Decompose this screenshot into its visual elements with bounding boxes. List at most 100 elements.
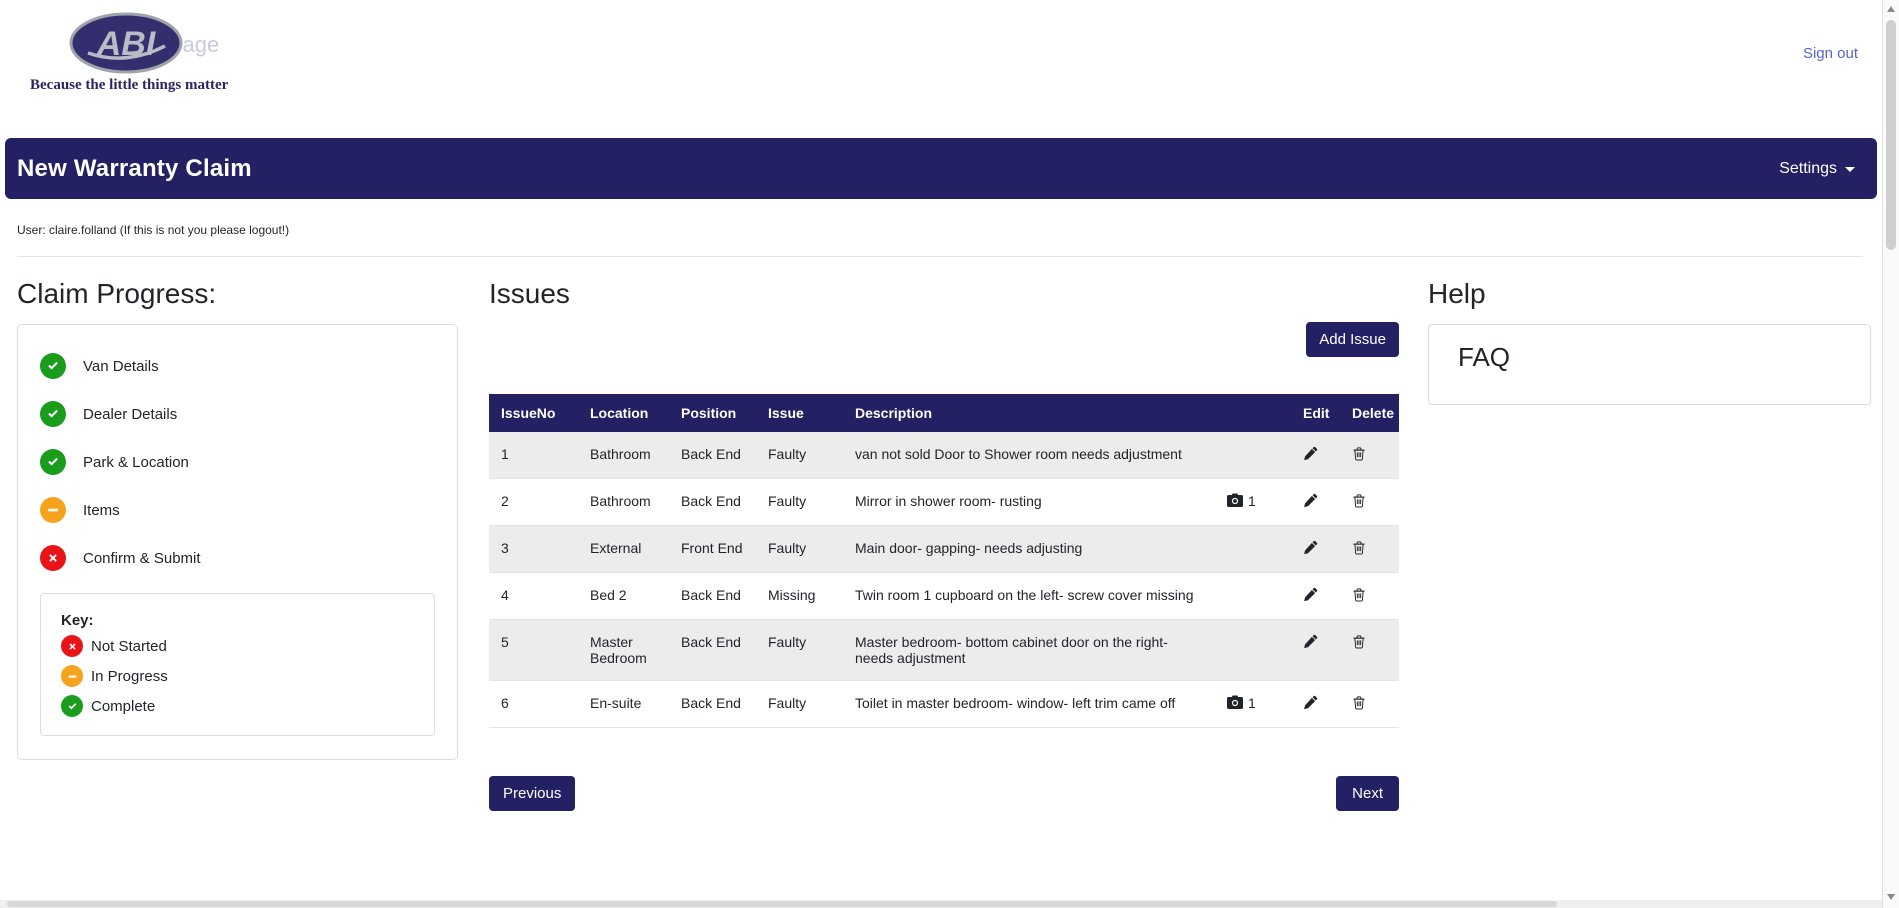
cell-delete xyxy=(1340,525,1399,573)
pencil-icon xyxy=(1303,587,1318,605)
step-label: Items xyxy=(83,501,120,519)
key-heading: Key: xyxy=(61,612,94,629)
sign-out-link[interactable]: Sign out xyxy=(1802,45,1858,62)
column-header-photos xyxy=(1215,394,1291,432)
delete-button[interactable] xyxy=(1352,695,1366,712)
issues-heading: Issues xyxy=(489,278,570,309)
step-label: Dealer Details xyxy=(83,405,178,423)
cell-description: van not sold Door to Shower room needs a… xyxy=(843,432,1215,479)
help-heading: Help xyxy=(1428,278,1486,309)
vertical-scrollbar[interactable] xyxy=(1882,0,1899,908)
trash-icon xyxy=(1352,494,1366,511)
key-item-not-started: Not Started xyxy=(61,635,414,657)
delete-button[interactable] xyxy=(1352,493,1366,510)
column-header-delete: Delete xyxy=(1340,394,1399,432)
edit-button[interactable] xyxy=(1303,587,1318,604)
cell-photos xyxy=(1215,619,1291,681)
cell-edit xyxy=(1291,478,1340,526)
issues-table: IssueNo Location Position Issue Descript… xyxy=(489,394,1399,728)
column-header-location: Location xyxy=(578,394,669,432)
pencil-icon xyxy=(1303,695,1318,713)
trash-icon xyxy=(1352,635,1366,652)
in-progress-icon xyxy=(61,665,83,687)
pencil-icon xyxy=(1303,446,1318,464)
step-label: Park & Location xyxy=(83,453,189,471)
settings-dropdown[interactable]: Settings xyxy=(1779,138,1855,199)
complete-icon xyxy=(61,695,83,717)
page-title: New Warranty Claim xyxy=(17,154,252,182)
user-info: User: claire.folland (If this is not you… xyxy=(17,223,290,237)
next-button[interactable]: Next xyxy=(1336,776,1399,811)
edit-button[interactable] xyxy=(1303,446,1318,463)
edit-button[interactable] xyxy=(1303,695,1318,712)
column-header-edit: Edit xyxy=(1291,394,1340,432)
delete-button[interactable] xyxy=(1352,446,1366,463)
table-row: 6 En-suite Back End Faulty Toilet in mas… xyxy=(489,680,1399,728)
cell-issue: Faulty xyxy=(756,432,843,479)
cell-delete xyxy=(1340,619,1399,681)
horizontal-scrollbar-thumb[interactable] xyxy=(7,901,1557,907)
cell-photos: 1 xyxy=(1215,478,1291,526)
top-header: Home Page ABI Because the little things … xyxy=(0,0,1882,118)
cell-issueno: 2 xyxy=(489,478,578,526)
faq-link[interactable]: FAQ xyxy=(1458,342,1511,372)
progress-step-van-details: Van Details xyxy=(40,353,435,379)
delete-button[interactable] xyxy=(1352,634,1366,651)
trash-icon xyxy=(1352,447,1366,464)
trash-icon xyxy=(1352,588,1366,605)
delete-button[interactable] xyxy=(1352,540,1366,557)
not-started-icon xyxy=(40,545,66,571)
cell-position: Back End xyxy=(669,619,756,681)
step-label: Confirm & Submit xyxy=(83,549,201,567)
vertical-scrollbar-thumb[interactable] xyxy=(1886,20,1896,250)
logo-tagline: Because the little things matter xyxy=(30,77,229,93)
pencil-icon xyxy=(1303,634,1318,652)
cell-issue: Faulty xyxy=(756,478,843,526)
cell-location: Bathroom xyxy=(578,478,669,526)
faq-card: FAQ xyxy=(1428,324,1871,405)
cell-delete xyxy=(1340,572,1399,620)
claim-progress-heading: Claim Progress: xyxy=(17,278,217,309)
title-bar: New Warranty Claim Settings xyxy=(5,138,1877,199)
cell-issueno: 1 xyxy=(489,432,578,479)
complete-icon xyxy=(40,353,66,379)
trash-icon xyxy=(1352,696,1366,713)
cell-issue: Faulty xyxy=(756,619,843,681)
caret-down-icon xyxy=(1845,167,1855,172)
photo-count: 1 xyxy=(1248,493,1256,509)
key-item-in-progress: In Progress xyxy=(61,665,414,687)
edit-button[interactable] xyxy=(1303,540,1318,557)
horizontal-scrollbar[interactable] xyxy=(0,900,1882,908)
cell-edit xyxy=(1291,680,1340,728)
cell-photos: 1 xyxy=(1215,680,1291,728)
cell-position: Back End xyxy=(669,432,756,479)
issues-section: Issues Add Issue IssueNo Location Positi… xyxy=(489,278,1399,811)
scroll-up-arrow-icon[interactable] xyxy=(1887,6,1895,12)
cell-issue: Faulty xyxy=(756,525,843,573)
previous-button[interactable]: Previous xyxy=(489,776,576,811)
scroll-down-arrow-icon[interactable] xyxy=(1887,894,1895,900)
column-header-issueno: IssueNo xyxy=(489,394,578,432)
column-header-position: Position xyxy=(669,394,756,432)
cell-location: External xyxy=(578,525,669,573)
cell-edit xyxy=(1291,432,1340,479)
cell-photos xyxy=(1215,572,1291,620)
table-row: 1 Bathroom Back End Faulty van not sold … xyxy=(489,432,1399,479)
cell-position: Back End xyxy=(669,572,756,620)
key-label: In Progress xyxy=(91,667,168,685)
table-row: 5 Master Bedroom Back End Faulty Master … xyxy=(489,619,1399,681)
settings-label: Settings xyxy=(1779,159,1837,177)
cell-delete xyxy=(1340,680,1399,728)
cell-location: En-suite xyxy=(578,680,669,728)
progress-step-park-location: Park & Location xyxy=(40,449,435,475)
edit-button[interactable] xyxy=(1303,634,1318,651)
cell-edit xyxy=(1291,572,1340,620)
progress-step-items: Items xyxy=(40,497,435,523)
delete-button[interactable] xyxy=(1352,587,1366,604)
cell-position: Back End xyxy=(669,680,756,728)
add-issue-button[interactable]: Add Issue xyxy=(1306,322,1399,357)
edit-button[interactable] xyxy=(1303,493,1318,510)
column-header-description: Description xyxy=(843,394,1215,432)
photo-count: 1 xyxy=(1248,695,1256,711)
abi-logo[interactable]: ABI xyxy=(68,12,184,74)
